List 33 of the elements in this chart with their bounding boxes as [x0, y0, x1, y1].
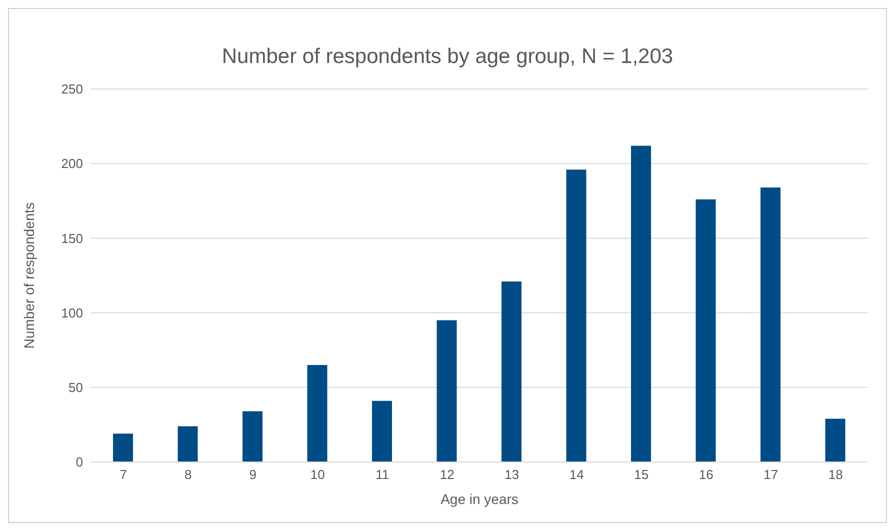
y-tick-label: 250 — [61, 82, 83, 97]
x-tick-label: 16 — [698, 467, 714, 482]
bar — [760, 187, 780, 462]
bar — [307, 365, 328, 462]
y-axis-title: Number of respondents — [20, 202, 37, 349]
x-tick-label: 17 — [764, 467, 778, 482]
bar — [631, 146, 651, 462]
x-tick-label: 10 — [310, 467, 325, 482]
x-tick-label: 15 — [634, 467, 649, 482]
bar — [372, 400, 392, 462]
x-tick-label: 8 — [184, 467, 192, 482]
x-axis-title: Age in years — [440, 491, 518, 507]
y-tick-label: 50 — [68, 380, 83, 396]
bar — [113, 434, 133, 462]
x-tick-label: 13 — [504, 467, 520, 482]
x-tick-label: 9 — [249, 467, 256, 482]
x-tick-label: 12 — [440, 467, 454, 482]
x-tick-label: 7 — [120, 467, 127, 482]
bar — [566, 170, 586, 462]
bar — [436, 320, 457, 462]
bar — [242, 411, 262, 462]
y-tick-label: 100 — [61, 305, 83, 320]
bar — [178, 426, 198, 462]
y-tick-label: 0 — [76, 454, 83, 470]
x-tick-label: 11 — [376, 467, 390, 482]
chart-title: Number of respondents by age group, N = 1,203 — [220, 45, 674, 69]
bar — [825, 418, 846, 462]
x-tick-label: 14 — [569, 467, 584, 482]
x-tick-label: 18 — [828, 467, 843, 482]
bar — [696, 199, 716, 462]
bar — [502, 281, 522, 462]
y-tick-label: 200 — [61, 156, 83, 172]
y-tick-label: 150 — [61, 230, 83, 246]
